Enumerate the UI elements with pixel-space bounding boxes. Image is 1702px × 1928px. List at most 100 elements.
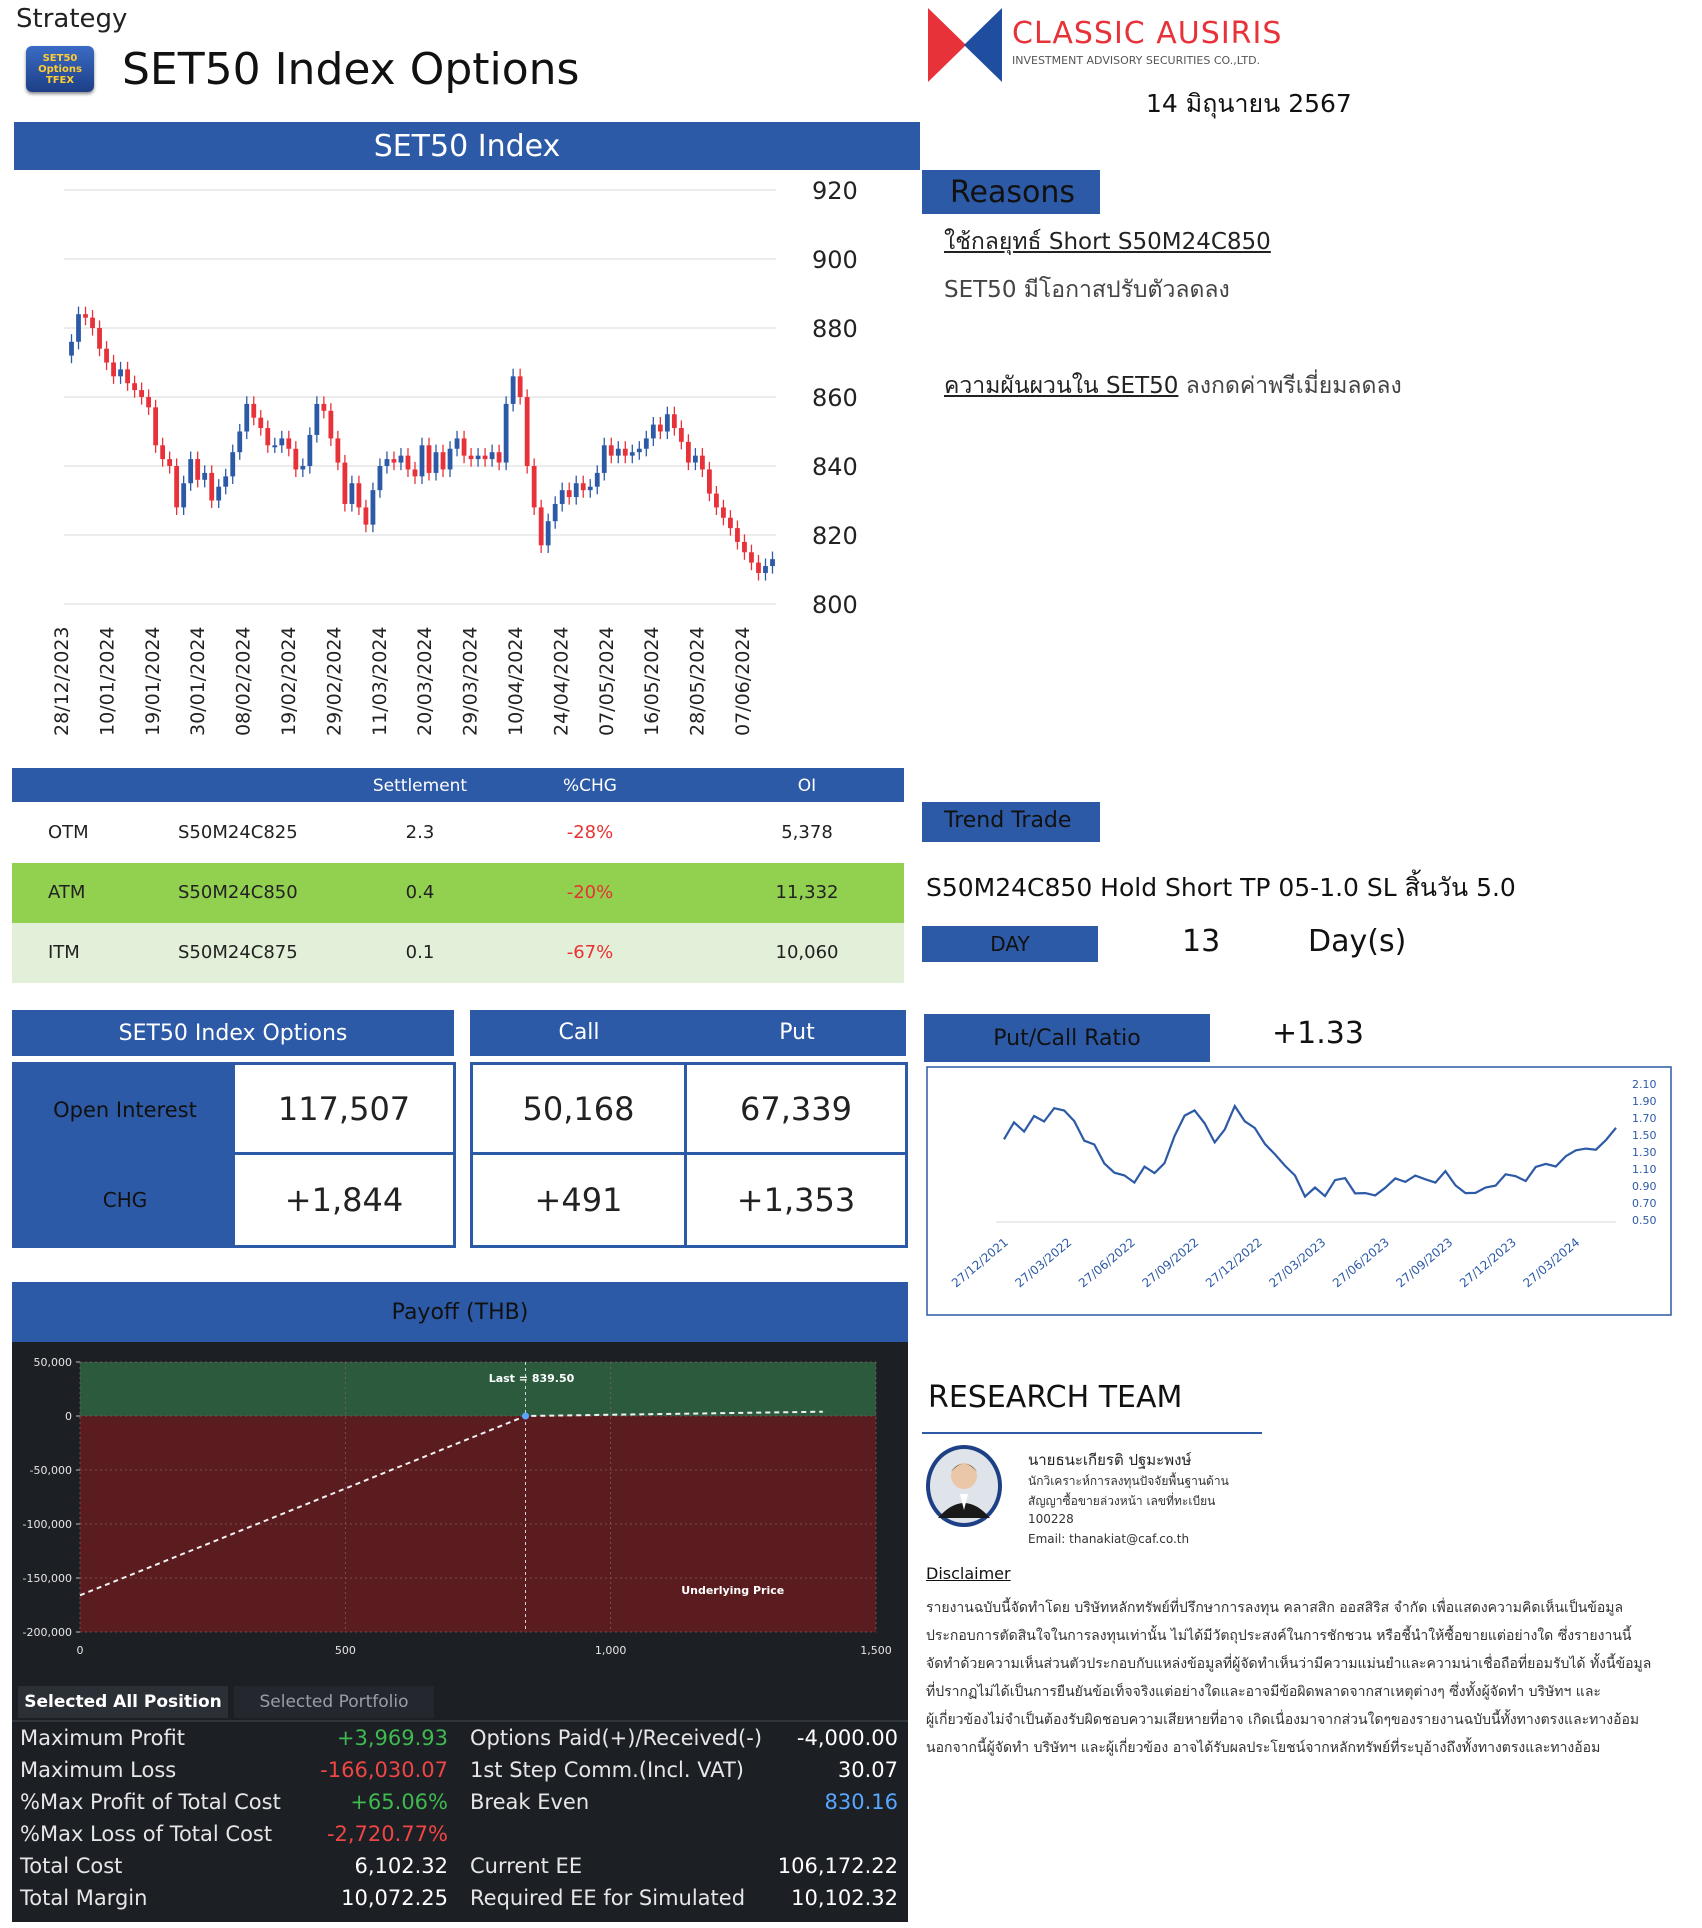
trend-trade-label: Trend Trade [944,808,1072,833]
candle-body [405,455,411,470]
profit-zone [80,1362,876,1416]
metric-label: 1st Step Comm.(Incl. VAT) [470,1758,745,1782]
candle-body [195,459,201,480]
x-tick-label: 08/02/2024 [233,626,255,736]
pcr-y-tick-label: 0.70 [1632,1197,1657,1210]
x-tick-label: 28/12/2023 [51,626,73,736]
candle-body [370,490,376,525]
candle-body [714,493,719,508]
x-tick-label: 07/05/2024 [596,626,618,736]
metric-label: Break Even [470,1790,590,1814]
y-tick-label: 820 [812,522,858,550]
x-tick-label: 11/03/2024 [369,626,391,736]
col-oi: OI [797,776,817,796]
candle-body [426,445,432,473]
x-tick-label: 10/04/2024 [505,626,527,736]
chg-label-cell: CHG [15,1155,235,1245]
payoff-x-tick-label: 500 [335,1644,356,1657]
candle-body [132,383,137,391]
x-tick-label: 24/04/2024 [550,626,572,736]
candle-body [258,417,264,429]
reasons-header: Reasons [922,170,1100,214]
candle-body [76,314,81,342]
set50-candlestick-chart: 920 900 880 860 840 820 800 28/12/2023 10/01/202… [51,177,858,736]
metric-label: Maximum Loss [20,1758,177,1782]
table-row: ITM S50M24C875 0.1 -67% 10,060 [12,923,904,983]
candle-body [489,452,495,460]
analyst-role-2: สัญญาซื้อขายล่วงหน้า เลขที่ทะเบียน [1028,1494,1216,1508]
candle-body [447,448,453,470]
y-tick-label: 880 [812,315,858,343]
row-chg: -28% [566,822,614,843]
reasons-strategy: ใช้กลยุทธ์ Short S50M24C850 [944,229,1271,255]
candle-body [468,455,474,460]
candle-body [146,397,152,408]
pcr-y-tick-label: 1.30 [1632,1146,1657,1159]
col-settlement: Settlement [372,776,468,796]
pcr-series-line [1003,1103,1617,1199]
disclaimer-line: จัดทำด้วยความเห็นส่วนตัวประกอบกับแหล่งข้… [926,1656,1652,1672]
candle-body [622,448,628,456]
oi-header-left-label: SET50 Index Options [118,1020,348,1046]
y-tick-label: 860 [812,384,858,412]
candle-body [265,428,271,446]
candle-body [643,438,649,449]
tab-selected-all-position[interactable]: Selected All Position [18,1686,228,1718]
pcr-y-tick-label: 1.10 [1632,1163,1657,1176]
research-divider [922,1432,1262,1434]
row-settlement: 0.1 [405,942,435,963]
candle-body [594,472,600,487]
chg-put: +1,353 [736,1181,856,1219]
col-chg: %CHG [563,776,617,796]
report-date: 14 มิถุนายน 2567 [1146,89,1352,118]
analyst-reg: 100228 [1028,1512,1074,1526]
payoff-y-tick-label: 0 [65,1410,72,1423]
candle-body [174,466,180,508]
candle-body [454,438,460,449]
candle-body [90,317,95,328]
metric-value: +3,969.93 [336,1726,448,1750]
tab-selected-portfolio-label: Selected Portfolio [259,1692,409,1712]
pcr-frame [926,1066,1672,1316]
oi-call: 50,168 [522,1089,635,1128]
candle-body [104,348,109,363]
candle-body [650,424,656,439]
reasons-line-2: ความผันผวนใน SET50 ลงกดค่าพรีเมี่ยมลดลง [944,368,1402,404]
day-label-box: DAY [922,926,1098,962]
disclaimer-line: ที่ปรากฏไม่ได้เป็นการยืนยันข้อเท็จจริงแต… [926,1684,1601,1700]
disclaimer-line: ประกอบการตัดสินใจในการลงทุนเท่านั้น ไม่ไ… [926,1628,1632,1644]
pcr-y-tick-label: 0.90 [1632,1180,1657,1193]
candle-body [692,455,698,463]
candle-body [503,403,509,463]
payoff-x-axis-label: Underlying Price [681,1584,784,1597]
candle-body [377,466,383,491]
research-title: RESEARCH TEAM [928,1380,1183,1415]
payoff-x-tick-label: 1,000 [595,1644,627,1657]
payoff-panel: Selected All Position Selected Portfolio… [12,1686,908,1922]
tab-selected-portfolio[interactable]: Selected Portfolio [234,1686,434,1718]
candle-body [531,466,537,508]
candle-body [167,459,173,466]
metric-value: +65.06% [350,1790,448,1814]
chg-call: +491 [534,1181,623,1219]
metric-value: 10,072.25 [341,1886,448,1910]
candle-body [181,483,187,508]
brand-logo-icon [928,8,1002,82]
row-chg: -67% [566,942,614,963]
candle-body [475,455,481,460]
table-row: ATM S50M24C850 0.4 -20% 11,332 [12,863,904,923]
candle-body [440,452,446,470]
day-value: 13 [1182,924,1221,959]
candle-body [279,438,285,446]
oi-header-left: SET50 Index Options [12,1010,454,1056]
candle-body [735,528,740,542]
y-tick-label: 800 [812,591,858,619]
trend-trade-header: Trend Trade [922,802,1100,842]
x-tick-label: 20/03/2024 [414,626,436,736]
candle-body [384,459,390,466]
candle-body [139,390,145,397]
chg-label: CHG [102,1188,148,1212]
oi-label-cell: Open Interest [15,1065,235,1155]
candle-body [559,490,565,504]
candle-body [573,483,579,498]
